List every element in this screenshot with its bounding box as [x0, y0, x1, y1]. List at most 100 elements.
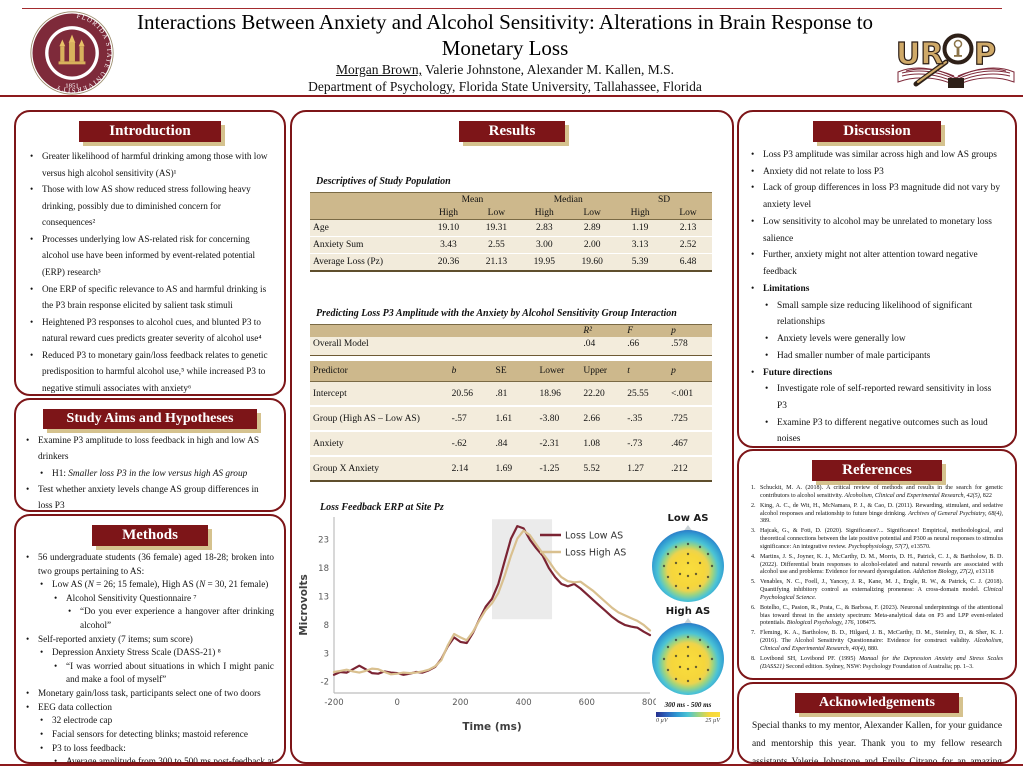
table-header-cell — [310, 206, 425, 220]
topomap-high-as — [652, 618, 724, 695]
bullet-item: • EEG data collection — [26, 701, 274, 715]
topomap-nose-icon — [683, 525, 693, 532]
table-header-cell — [310, 355, 712, 361]
reference-item: 8. Lovibond SH, Lovibond PF. (1995) Manua… — [751, 656, 1003, 671]
topomap-column: Low AS — [646, 513, 730, 724]
svg-text:-200: -200 — [324, 698, 343, 708]
table-header-cell — [536, 324, 581, 337]
reference-item: 7. Fleming, K. A., Bartholow, B. D., Hilg… — [751, 630, 1003, 653]
bullet-marker: • — [26, 552, 30, 562]
introduction-bullets: • Greater likelihood of harmful drinking … — [16, 146, 284, 394]
bullet-marker: • — [765, 334, 769, 345]
table-cell: 1.69 — [492, 456, 537, 482]
table-cell: Average Loss (Pz) — [310, 253, 425, 272]
bullet-item: • Test whether anxiety levels change AS g… — [26, 482, 274, 510]
bullet-text: Hajcak, G., & Foti, D. (2020). Significa… — [760, 528, 1003, 550]
bottom-rule — [0, 764, 1023, 766]
table-header-cell — [492, 324, 537, 337]
bullet-text: Venables, N. C., Foell, J., Yancey, J. R… — [760, 579, 1003, 601]
table-header-cell: .66 — [624, 337, 669, 356]
bullet-item: • Alcohol Sensitivity Questionnaire ⁷ — [26, 592, 274, 606]
bullet-marker: • — [751, 183, 755, 194]
table-header-cell: F — [624, 324, 669, 337]
bullet-text: Alcohol Sensitivity Questionnaire ⁷ — [66, 592, 197, 603]
table-header-cell: SD — [616, 192, 712, 206]
methods-bullets: • 56 undergraduate students (36 female) a… — [16, 550, 284, 764]
urop-letters-ur: UR — [896, 37, 943, 72]
table-cell: .81 — [492, 381, 537, 407]
table-header-cell — [310, 192, 425, 206]
topomap-time-range: 300 ms - 500 ms — [664, 701, 712, 709]
bullet-marker: • — [26, 484, 30, 495]
bullet-marker: • — [30, 316, 34, 327]
bullet-marker: • — [68, 606, 72, 617]
bullet-item: • Limitations — [751, 281, 1003, 298]
bullet-marker: • — [751, 250, 755, 261]
bullet-item: • Average amplitude from 300 to 500 ms po… — [26, 755, 274, 764]
table-cell: 1.08 — [580, 431, 625, 457]
reference-item: 1. Schuckit, M. A. (2018). A critical rev… — [751, 485, 1003, 500]
table-header-cell: Low — [568, 206, 617, 220]
section-aims: Study Aims and Hypotheses • Examine P3 am… — [14, 398, 286, 512]
bullet-item: • Greater likelihood of harmful drinking … — [30, 148, 270, 181]
bullet-item: • Anxiety levels were generally low — [751, 331, 1003, 348]
bullet-item: • Self-reported anxiety (7 items; sum sco… — [26, 633, 274, 647]
table-header-cell: Low — [664, 206, 712, 220]
table-cell: .725 — [668, 406, 712, 432]
bullet-text: Greater likelihood of harmful drinking a… — [42, 151, 268, 178]
bullet-marker: • — [26, 688, 30, 699]
bullet-marker: • — [26, 633, 30, 644]
table-cell: 2.14 — [448, 456, 493, 482]
bullet-marker: • — [30, 151, 34, 161]
table-cell: .212 — [668, 456, 712, 482]
table-cell: 2.89 — [568, 219, 617, 237]
table-cell: 3.13 — [616, 236, 665, 254]
table-cell: 18.96 — [536, 381, 581, 407]
table-header-cell: b — [448, 361, 493, 382]
bullet-item: • Monetary gain/loss task, participants s… — [26, 687, 274, 701]
section-introduction: Introduction • Greater likelihood of harm… — [14, 110, 286, 396]
bullet-text: Botelho, C., Pasion, R., Prata, C., & Ba… — [760, 604, 1003, 627]
bullet-marker: • — [30, 233, 34, 244]
data-table: Mean Median SD High Low High Low High Low Age 19.1… — [310, 192, 712, 272]
svg-text:600: 600 — [579, 698, 595, 708]
svg-text:18: 18 — [318, 564, 329, 574]
table-header-cell — [536, 337, 581, 356]
section-acknowledgements: Acknowledgements Special thanks to my me… — [737, 682, 1017, 764]
table-header-cell: SE — [492, 361, 537, 382]
bullet-marker: • — [54, 756, 58, 764]
torch-in-lens-icon — [953, 39, 963, 57]
table-header-cell: Predictor — [310, 361, 449, 382]
poster-title-line1: Interactions Between Anxiety and Alcohol… — [136, 10, 874, 34]
table-cell: Group X Anxiety — [310, 456, 449, 482]
table-header-cell: Overall Model — [310, 337, 449, 356]
table-cell: -3.80 — [536, 406, 581, 432]
bullet-text: 32 electrode cap — [52, 715, 113, 726]
aims-bullets: • Examine P3 amplitude to loss feedback i… — [16, 433, 284, 510]
bullet-text: Martins, J. S., Joyner, K. J., McCarthy,… — [760, 553, 1003, 576]
table-header-cell: t — [624, 361, 669, 382]
bullet-text: Investigate role of self-reported reward… — [777, 384, 992, 412]
bullet-item: • Reduced P3 to monetary gain/loss feedba… — [30, 347, 270, 394]
table-cell: Group (High AS – Low AS) — [310, 406, 449, 432]
bullet-item: • One ERP of specific relevance to AS and… — [30, 281, 270, 314]
authors: Morgan Brown, Valerie Johnstone, Alexand… — [110, 62, 900, 78]
bullet-item: • Facial sensors for detecting blinks; ma… — [26, 728, 274, 742]
table-cell: -.73 — [624, 431, 669, 457]
bullet-marker: • — [26, 436, 30, 446]
bullet-text: Examine P3 to different negative outcome… — [777, 417, 988, 445]
table-header-cell: High — [520, 206, 569, 220]
table-cell: 22.20 — [580, 381, 625, 407]
top-rule — [22, 8, 1002, 9]
affiliation: Department of Psychology, Florida State … — [308, 79, 702, 95]
colorbar-min: 0 µV — [656, 718, 668, 724]
table-cell: 25.55 — [624, 381, 669, 407]
bullet-text: Further, anxiety might not alter attenti… — [763, 250, 978, 278]
bullet-text: H1: Smaller loss P3 in the low versus hi… — [52, 468, 248, 479]
table-cell: .84 — [492, 431, 537, 457]
bullet-item: • Had smaller number of male participants — [751, 348, 1003, 365]
table-cell: 19.10 — [424, 219, 473, 237]
table-cell: 1.19 — [616, 219, 665, 237]
